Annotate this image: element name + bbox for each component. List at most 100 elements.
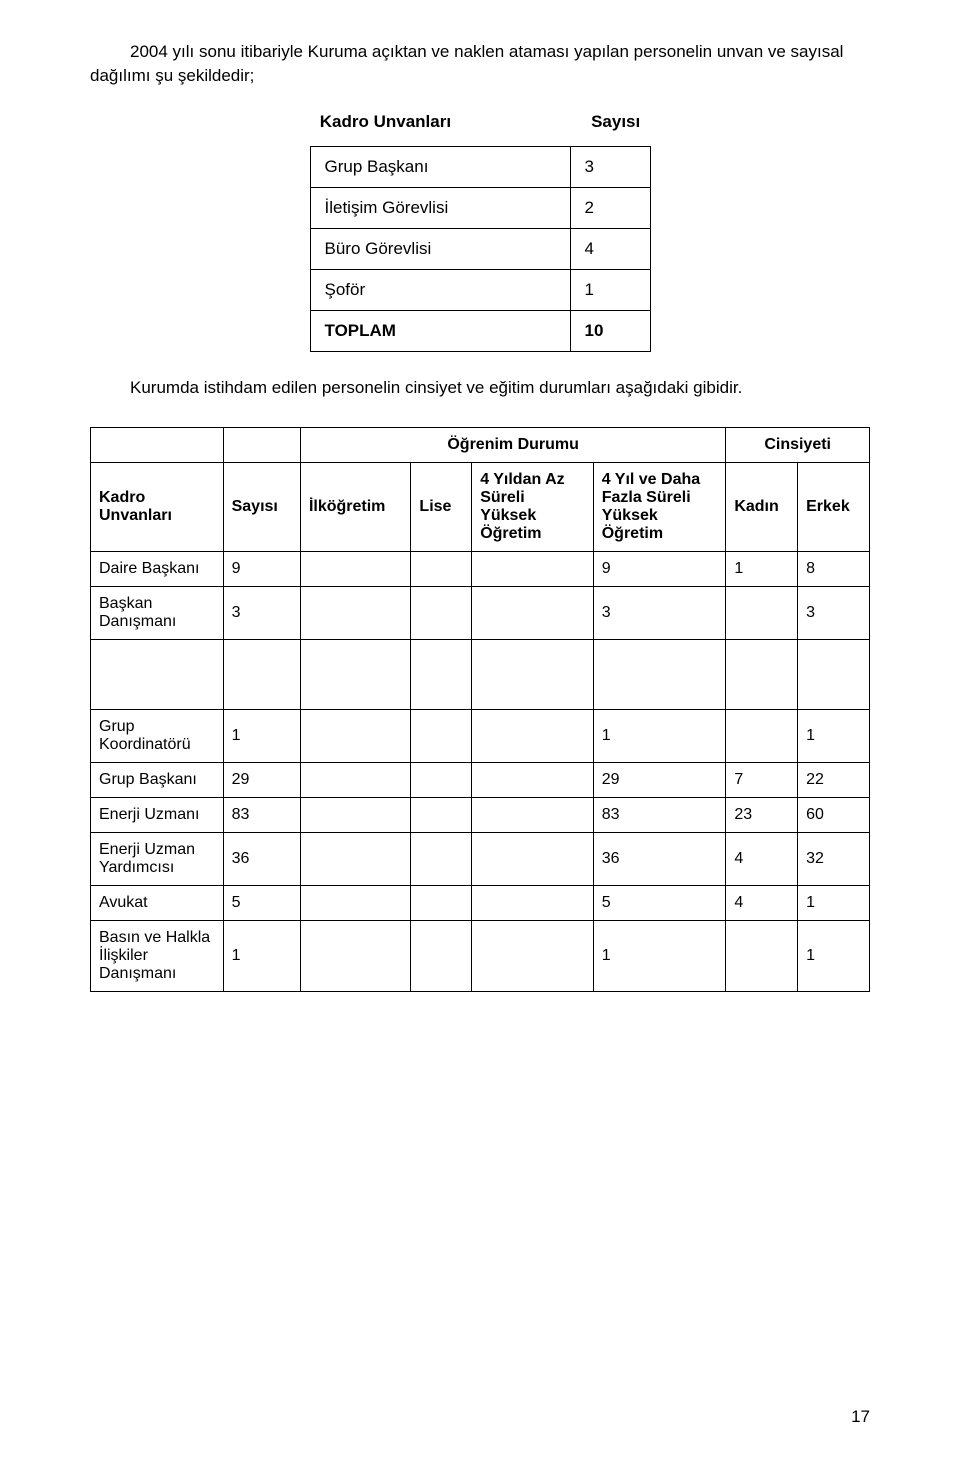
heading-kadro-unvanlari: Kadro Unvanları bbox=[320, 112, 451, 132]
header-lise: Lise bbox=[411, 463, 472, 552]
cell-kadin: 7 bbox=[726, 763, 798, 798]
small-table-label: Büro Görevlisi bbox=[310, 228, 570, 269]
big-table-row: Enerji Uzman Yardımcısı3636432 bbox=[91, 833, 870, 886]
cell-fazla: 1 bbox=[593, 921, 726, 992]
small-table-row: Grup Başkanı3 bbox=[310, 146, 650, 187]
cell-lise bbox=[411, 921, 472, 992]
header-cinsiyeti: Cinsiyeti bbox=[726, 428, 870, 463]
cell-ilk bbox=[300, 798, 410, 833]
cell-sayisi: 1 bbox=[223, 921, 300, 992]
cell-sayisi: 83 bbox=[223, 798, 300, 833]
header-sayisi: Sayısı bbox=[223, 463, 300, 552]
cell-erkek: 1 bbox=[798, 886, 870, 921]
small-table: Grup Başkanı3İletişim Görevlisi2Büro Gör… bbox=[310, 146, 651, 352]
big-table: Öğrenim Durumu Cinsiyeti Kadro Unvanları… bbox=[90, 427, 870, 992]
small-table-label: Grup Başkanı bbox=[310, 146, 570, 187]
mid-paragraph: Kurumda istihdam edilen personelin cinsi… bbox=[90, 376, 870, 400]
cell-ilk bbox=[300, 552, 410, 587]
cell-erkek: 60 bbox=[798, 798, 870, 833]
small-table-row: İletişim Görevlisi2 bbox=[310, 187, 650, 228]
big-table-row: Basın ve Halkla İlişkiler Danışmanı111 bbox=[91, 921, 870, 992]
header-erkek: Erkek bbox=[798, 463, 870, 552]
small-table-label: TOPLAM bbox=[310, 310, 570, 351]
small-table-row: Büro Görevlisi4 bbox=[310, 228, 650, 269]
header-ogrenim-durumu: Öğrenim Durumu bbox=[300, 428, 725, 463]
intro-paragraph: 2004 yılı sonu itibariyle Kuruma açıktan… bbox=[90, 40, 870, 88]
cell-fazla: 5 bbox=[593, 886, 726, 921]
header-kadin: Kadın bbox=[726, 463, 798, 552]
big-table-row: Avukat5541 bbox=[91, 886, 870, 921]
small-table-label: Şoför bbox=[310, 269, 570, 310]
cell-az bbox=[472, 587, 594, 640]
cell-sayisi: 29 bbox=[223, 763, 300, 798]
big-table-row: Daire Başkanı9918 bbox=[91, 552, 870, 587]
small-table-value: 3 bbox=[570, 146, 650, 187]
cell-lise bbox=[411, 587, 472, 640]
cell-az bbox=[472, 552, 594, 587]
cell-fazla: 36 bbox=[593, 833, 726, 886]
cell-ilk bbox=[300, 921, 410, 992]
header-empty-top-left bbox=[91, 428, 224, 463]
cell-erkek: 1 bbox=[798, 921, 870, 992]
small-table-row: TOPLAM10 bbox=[310, 310, 650, 351]
cell-lise bbox=[411, 798, 472, 833]
cell-erkek: 3 bbox=[798, 587, 870, 640]
header-4-yildan-az: 4 Yıldan Az Süreli Yüksek Öğretim bbox=[472, 463, 594, 552]
spacer-row bbox=[91, 640, 870, 710]
cell-fazla: 3 bbox=[593, 587, 726, 640]
cell-fazla: 1 bbox=[593, 710, 726, 763]
cell-kadin: 23 bbox=[726, 798, 798, 833]
cell-az bbox=[472, 833, 594, 886]
heading-sayisi: Sayısı bbox=[551, 112, 640, 132]
cell-unvan: Enerji Uzmanı bbox=[91, 798, 224, 833]
cell-ilk bbox=[300, 587, 410, 640]
cell-fazla: 83 bbox=[593, 798, 726, 833]
big-table-row: Grup Koordinatörü111 bbox=[91, 710, 870, 763]
cell-unvan: Grup Başkanı bbox=[91, 763, 224, 798]
cell-kadin: 4 bbox=[726, 833, 798, 886]
small-table-value: 1 bbox=[570, 269, 650, 310]
small-table-heading-row: Kadro Unvanları Sayısı bbox=[90, 112, 870, 132]
big-table-row: Enerji Uzmanı83832360 bbox=[91, 798, 870, 833]
cell-kadin bbox=[726, 921, 798, 992]
cell-lise bbox=[411, 710, 472, 763]
cell-sayisi: 9 bbox=[223, 552, 300, 587]
cell-unvan: Avukat bbox=[91, 886, 224, 921]
cell-unvan: Grup Koordinatörü bbox=[91, 710, 224, 763]
header-ilkogretim: İlköğretim bbox=[300, 463, 410, 552]
header-kadro-unvanlari: Kadro Unvanları bbox=[91, 463, 224, 552]
small-table-value: 4 bbox=[570, 228, 650, 269]
cell-az bbox=[472, 763, 594, 798]
small-table-label: İletişim Görevlisi bbox=[310, 187, 570, 228]
cell-unvan: Enerji Uzman Yardımcısı bbox=[91, 833, 224, 886]
cell-kadin: 4 bbox=[726, 886, 798, 921]
cell-kadin bbox=[726, 587, 798, 640]
header-empty-sayisi bbox=[223, 428, 300, 463]
cell-sayisi: 1 bbox=[223, 710, 300, 763]
cell-erkek: 22 bbox=[798, 763, 870, 798]
page-number: 17 bbox=[851, 1407, 870, 1427]
cell-fazla: 29 bbox=[593, 763, 726, 798]
cell-kadin bbox=[726, 710, 798, 763]
cell-unvan: Başkan Danışmanı bbox=[91, 587, 224, 640]
cell-lise bbox=[411, 552, 472, 587]
page-container: 2004 yılı sonu itibariyle Kuruma açıktan… bbox=[0, 0, 960, 1457]
cell-lise bbox=[411, 833, 472, 886]
cell-erkek: 32 bbox=[798, 833, 870, 886]
small-table-value: 10 bbox=[570, 310, 650, 351]
cell-erkek: 8 bbox=[798, 552, 870, 587]
cell-unvan: Basın ve Halkla İlişkiler Danışmanı bbox=[91, 921, 224, 992]
cell-lise bbox=[411, 886, 472, 921]
cell-az bbox=[472, 798, 594, 833]
cell-ilk bbox=[300, 833, 410, 886]
cell-az bbox=[472, 921, 594, 992]
cell-sayisi: 3 bbox=[223, 587, 300, 640]
cell-lise bbox=[411, 763, 472, 798]
cell-fazla: 9 bbox=[593, 552, 726, 587]
cell-az bbox=[472, 710, 594, 763]
header-4-yil-ve-fazla: 4 Yıl ve Daha Fazla Süreli Yüksek Öğreti… bbox=[593, 463, 726, 552]
cell-sayisi: 36 bbox=[223, 833, 300, 886]
cell-sayisi: 5 bbox=[223, 886, 300, 921]
cell-unvan: Daire Başkanı bbox=[91, 552, 224, 587]
cell-az bbox=[472, 886, 594, 921]
